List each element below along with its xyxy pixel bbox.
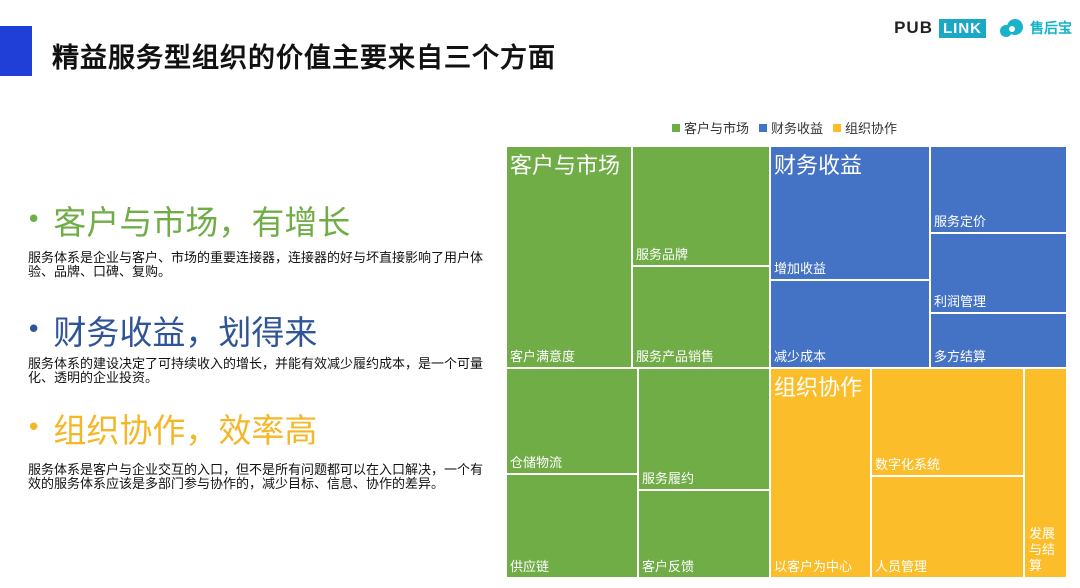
chart-legend: 客户与市场 财务收益 组织协作 [672,118,897,137]
treemap-cell-多方结算 [929,312,1068,369]
logo-link-text: LINK [939,18,986,38]
treemap-group-label: 财务收益 [774,154,862,179]
point-title: 客户与市场，有增长 [53,203,351,242]
treemap-cell-label: 增加收益 [774,262,826,277]
legend-item-financial: 财务收益 [759,118,823,137]
accent-bar [0,26,32,76]
point-description: 服务体系是客户与企业交互的入口，但不是所有问题都可以在入口解决，一个有效的服务体… [28,463,484,492]
cloud-logo-icon [1000,19,1024,37]
treemap-cell-供应链 [505,473,639,579]
legend-label: 组织协作 [845,122,898,137]
point-financial: • 财务收益，划得来 [26,306,317,354]
point-title: 组织协作，效率高 [53,411,318,450]
treemap-cell-label: 客户满意度 [510,349,575,365]
treemap-cell-发展与结算 [1023,367,1068,579]
treemap-cell-数字化系统 [870,367,1025,477]
legend-swatch [759,123,768,132]
treemap-group-label: 客户与市场 [510,154,620,179]
treemap-cell-客户反馈 [637,489,771,579]
treemap-cell-label: 服务定价 [934,214,986,230]
page-title: 精益服务型组织的价值主要来自三个方面 [52,43,556,74]
legend-swatch [672,123,680,132]
treemap-cell-label: 仓储物流 [510,456,562,471]
logo-name-text: 售后宝 [1030,21,1072,37]
treemap-cell-仓储物流 [505,367,639,475]
treemap-cell-服务产品销售 [631,265,771,369]
legend-item-collaboration: 组织协作 [833,118,897,137]
treemap-cell-label: 数字化系统 [875,458,940,473]
treemap-cell-利润管理 [929,232,1068,314]
treemap-cell-服务定价 [929,145,1068,234]
brand-logo: PUB LINK 售后宝 [894,18,1072,38]
legend-item-customer: 客户与市场 [672,118,749,137]
treemap-cell-服务履约 [637,367,771,491]
treemap-cell-label: 服务产品销售 [636,349,714,365]
bullet-dot: • [26,315,42,345]
treemap-cell-客户满意度 [505,145,633,369]
bullet-dot: • [26,205,42,235]
treemap-cell-减少成本 [769,279,931,369]
treemap-cell-增加收益 [769,145,931,281]
treemap-cell-label: 利润管理 [934,295,986,310]
treemap-cell-label: 供应链 [510,559,549,575]
point-description: 服务体系的建设决定了可持续收入的增长，并能有效减少履约成本，是一个可量化、透明的… [28,357,484,386]
bullet-dot: • [26,413,42,443]
point-collaboration: • 组织协作，效率高 [26,404,317,452]
treemap-cell-label: 客户反馈 [642,559,694,575]
treemap-cell-人员管理 [870,475,1025,579]
point-description: 服务体系是企业与客户、市场的重要连接器，连接器的好与坏直接影响了用户体验、品牌、… [28,251,484,280]
treemap-cell-label: 减少成本 [774,350,826,365]
point-title: 财务收益，划得来 [53,313,318,352]
treemap-cell-label: 发展与结算 [1029,526,1055,574]
treemap-cell-label: 服务品牌 [636,247,688,263]
legend-label: 财务收益 [771,122,824,137]
treemap-cell-label: 多方结算 [934,349,986,365]
point-customer-market: • 客户与市场，有增长 [26,196,350,244]
treemap-cell-label: 人员管理 [875,560,927,575]
treemap-cell-label: 以客户为中心 [774,559,852,575]
legend-swatch [833,123,842,132]
treemap-cell-label: 服务履约 [642,471,694,487]
treemap-cell-以客户为中心 [769,367,872,579]
logo-pub-text: PUB [894,18,933,37]
treemap-group-label: 组织协作 [774,376,862,401]
legend-label: 客户与市场 [684,122,750,137]
